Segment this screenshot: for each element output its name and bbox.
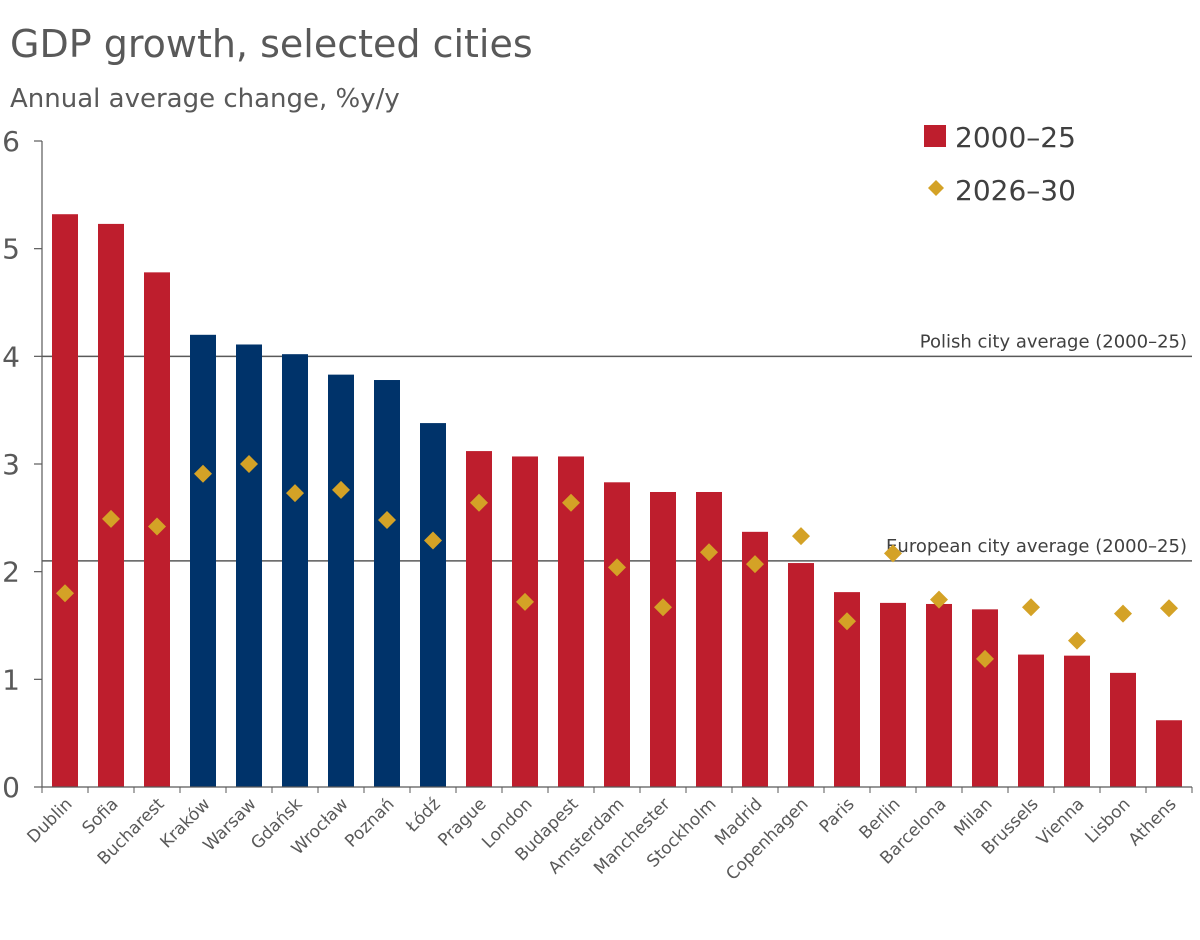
bar-brussels: [1018, 654, 1044, 787]
bar-sofia: [98, 223, 124, 788]
marker-milan: [976, 649, 994, 668]
marker-budapest: [562, 493, 580, 512]
marker-dublin: [56, 584, 74, 603]
bar-poznan: [374, 380, 400, 787]
chart-subtitle: Annual average change, %y/y: [10, 84, 400, 114]
marker-poznan: [378, 510, 396, 529]
bar-copenhagen: [788, 563, 814, 787]
marker-gdansk: [286, 484, 304, 503]
marker-stockholm: [700, 543, 718, 562]
bar-london: [512, 456, 538, 787]
marker-athens: [1160, 599, 1178, 618]
legend-label-2000-25: 2000–25: [955, 121, 1076, 154]
x-tick-label-lodz: Łódź: [402, 794, 445, 837]
y-tick-label-0: 0: [2, 771, 20, 804]
bar-lodz: [420, 423, 446, 787]
bar-athens: [1156, 720, 1182, 787]
y-tick-label-3: 3: [2, 448, 20, 481]
marker-madrid: [746, 555, 764, 574]
marker-sofia: [102, 509, 120, 528]
bar-krakow: [190, 334, 216, 787]
marker-warsaw: [240, 455, 258, 473]
reference-label-polish: Polish city average (2000–25): [920, 331, 1187, 352]
marker-vienna: [1068, 631, 1086, 650]
bar-lisbon: [1110, 672, 1136, 787]
legend-swatch-2026-30: [928, 180, 944, 196]
x-tick-label-lisbon: Lisbon: [1081, 794, 1134, 847]
bar-barcelona: [926, 603, 952, 787]
bar-berlin: [880, 602, 906, 787]
y-tick-label-1: 1: [2, 663, 20, 696]
bar-warsaw: [236, 344, 262, 787]
bar-dublin: [52, 214, 78, 788]
marker-krakow: [194, 464, 212, 483]
marker-barcelona: [930, 590, 948, 609]
bar-vienna: [1064, 655, 1090, 787]
bar-amsterdam: [604, 482, 630, 787]
bar-stockholm: [696, 491, 722, 787]
marker-amsterdam: [608, 558, 626, 577]
bar-madrid: [742, 531, 768, 787]
marker-bucharest: [148, 517, 166, 536]
bar-gdansk: [282, 354, 308, 787]
y-tick-label-5: 5: [2, 233, 20, 266]
legend-swatch-2000-25: [924, 125, 946, 147]
x-tick-label-athens: Athens: [1125, 794, 1181, 850]
x-tick-label-poznan: Poznań: [341, 794, 398, 851]
marker-lisbon: [1114, 604, 1132, 623]
bar-manchester: [650, 491, 676, 787]
legend-label-2026-30: 2026–30: [955, 174, 1076, 207]
marker-copenhagen: [792, 527, 810, 546]
y-tick-label-6: 6: [2, 125, 20, 158]
y-tick-label-2: 2: [2, 556, 20, 589]
x-tick-label-dublin: Dublin: [24, 794, 77, 847]
marker-london: [516, 592, 534, 611]
marker-brussels: [1022, 598, 1040, 617]
bar-wroclaw: [328, 374, 354, 787]
x-tick-label-vienna: Vienna: [1033, 794, 1088, 849]
chart-title: GDP growth, selected cities: [10, 22, 533, 66]
marker-manchester: [654, 598, 672, 617]
marker-prague: [470, 493, 488, 512]
marker-paris: [838, 612, 856, 631]
bar-milan: [972, 609, 998, 787]
marker-wroclaw: [332, 480, 350, 499]
x-tick-label-copenhagen: Copenhagen: [722, 794, 812, 884]
y-tick-label-4: 4: [2, 340, 20, 373]
reference-label-european: European city average (2000–25): [886, 536, 1187, 557]
marker-lodz: [424, 531, 442, 550]
marker-berlin: [884, 544, 902, 563]
x-tick-label-paris: Paris: [816, 794, 859, 837]
